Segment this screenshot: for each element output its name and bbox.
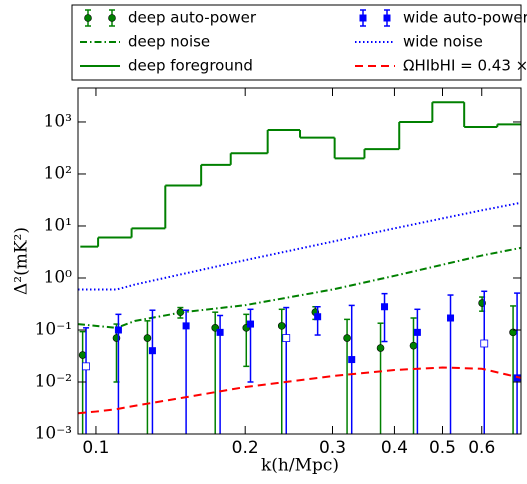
marker — [383, 14, 391, 22]
legend-item: ΩHIbHI = 0.43 × 10⁻³ — [355, 57, 527, 75]
marker — [413, 328, 421, 336]
plot-area — [78, 101, 521, 434]
line — [78, 366, 521, 415]
marker — [277, 322, 286, 330]
marker — [447, 314, 455, 322]
marker — [247, 320, 255, 328]
y-axis-label: Δ²(mK²) — [12, 227, 32, 295]
line — [78, 201, 521, 291]
legend-label: deep foreground — [128, 57, 253, 75]
marker — [348, 356, 356, 364]
legend-box — [71, 4, 522, 81]
x-axis-label: k(h/Mpc) — [261, 456, 339, 476]
legend-label: wide noise — [403, 33, 483, 51]
marker — [381, 303, 389, 311]
marker — [216, 328, 224, 336]
legend-label: ΩHIbHI = 0.43 × 10⁻³ — [403, 57, 527, 75]
marker — [359, 14, 367, 22]
y-tick-label: 10³ — [44, 111, 72, 131]
line — [78, 246, 521, 329]
x-tick-label: 0.5 — [429, 438, 456, 458]
y-tick-label: 10⁻¹ — [35, 319, 72, 339]
marker — [148, 347, 156, 355]
x-tick-label: 0.6 — [468, 438, 495, 458]
legend-label: deep auto-power — [128, 9, 257, 27]
marker — [108, 14, 116, 22]
legend-item: deep foreground — [80, 57, 253, 75]
marker — [82, 362, 90, 371]
y-tick-label: 10⁰ — [44, 267, 73, 287]
x-tick-label: 0.3 — [319, 438, 346, 458]
legend-item: deep auto-power — [84, 9, 257, 27]
marker — [78, 351, 87, 359]
legend-item: deep noise — [80, 33, 210, 51]
legend-item: wide noise — [355, 33, 483, 51]
plot-frame — [77, 87, 522, 435]
marker — [343, 334, 351, 342]
x-tick-label: 0.1 — [82, 438, 109, 458]
legend-label: deep noise — [128, 33, 210, 51]
x-tick-label: 0.4 — [381, 438, 408, 458]
marker — [143, 334, 152, 342]
legend-label: wide auto-power — [403, 9, 527, 27]
legend-item: wide auto-power — [359, 9, 527, 27]
x-tick-label: 0.2 — [232, 438, 259, 458]
marker — [314, 313, 322, 321]
marker — [84, 14, 92, 22]
y-tick-label: 10¹ — [44, 215, 72, 235]
marker — [182, 322, 190, 330]
marker — [282, 334, 291, 342]
y-tick-label: 10⁻³ — [35, 424, 72, 444]
marker — [376, 344, 385, 352]
y-tick-label: 10² — [44, 163, 72, 183]
y-tick-label: 10⁻² — [35, 371, 72, 391]
marker — [480, 339, 489, 348]
marker — [114, 326, 122, 334]
marker — [409, 341, 418, 350]
